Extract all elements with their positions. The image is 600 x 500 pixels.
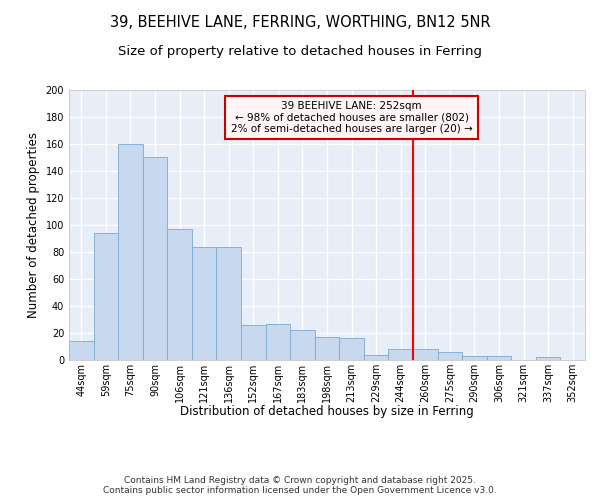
Bar — [315, 337, 339, 360]
Bar — [364, 354, 388, 360]
Bar — [462, 356, 487, 360]
Y-axis label: Number of detached properties: Number of detached properties — [27, 132, 40, 318]
Bar — [388, 349, 413, 360]
Bar — [413, 349, 437, 360]
Bar — [290, 330, 315, 360]
Text: 39, BEEHIVE LANE, FERRING, WORTHING, BN12 5NR: 39, BEEHIVE LANE, FERRING, WORTHING, BN1… — [110, 15, 490, 30]
Bar — [167, 229, 192, 360]
Bar — [536, 358, 560, 360]
Bar — [217, 246, 241, 360]
Text: Size of property relative to detached houses in Ferring: Size of property relative to detached ho… — [118, 45, 482, 58]
Bar — [339, 338, 364, 360]
Text: 39 BEEHIVE LANE: 252sqm
← 98% of detached houses are smaller (802)
2% of semi-de: 39 BEEHIVE LANE: 252sqm ← 98% of detache… — [230, 101, 472, 134]
Bar — [69, 341, 94, 360]
Bar — [266, 324, 290, 360]
Text: Contains HM Land Registry data © Crown copyright and database right 2025.
Contai: Contains HM Land Registry data © Crown c… — [103, 476, 497, 495]
Bar — [94, 233, 118, 360]
X-axis label: Distribution of detached houses by size in Ferring: Distribution of detached houses by size … — [180, 405, 474, 418]
Bar — [437, 352, 462, 360]
Bar — [487, 356, 511, 360]
Bar — [143, 158, 167, 360]
Bar — [118, 144, 143, 360]
Bar — [192, 246, 217, 360]
Bar — [241, 325, 266, 360]
